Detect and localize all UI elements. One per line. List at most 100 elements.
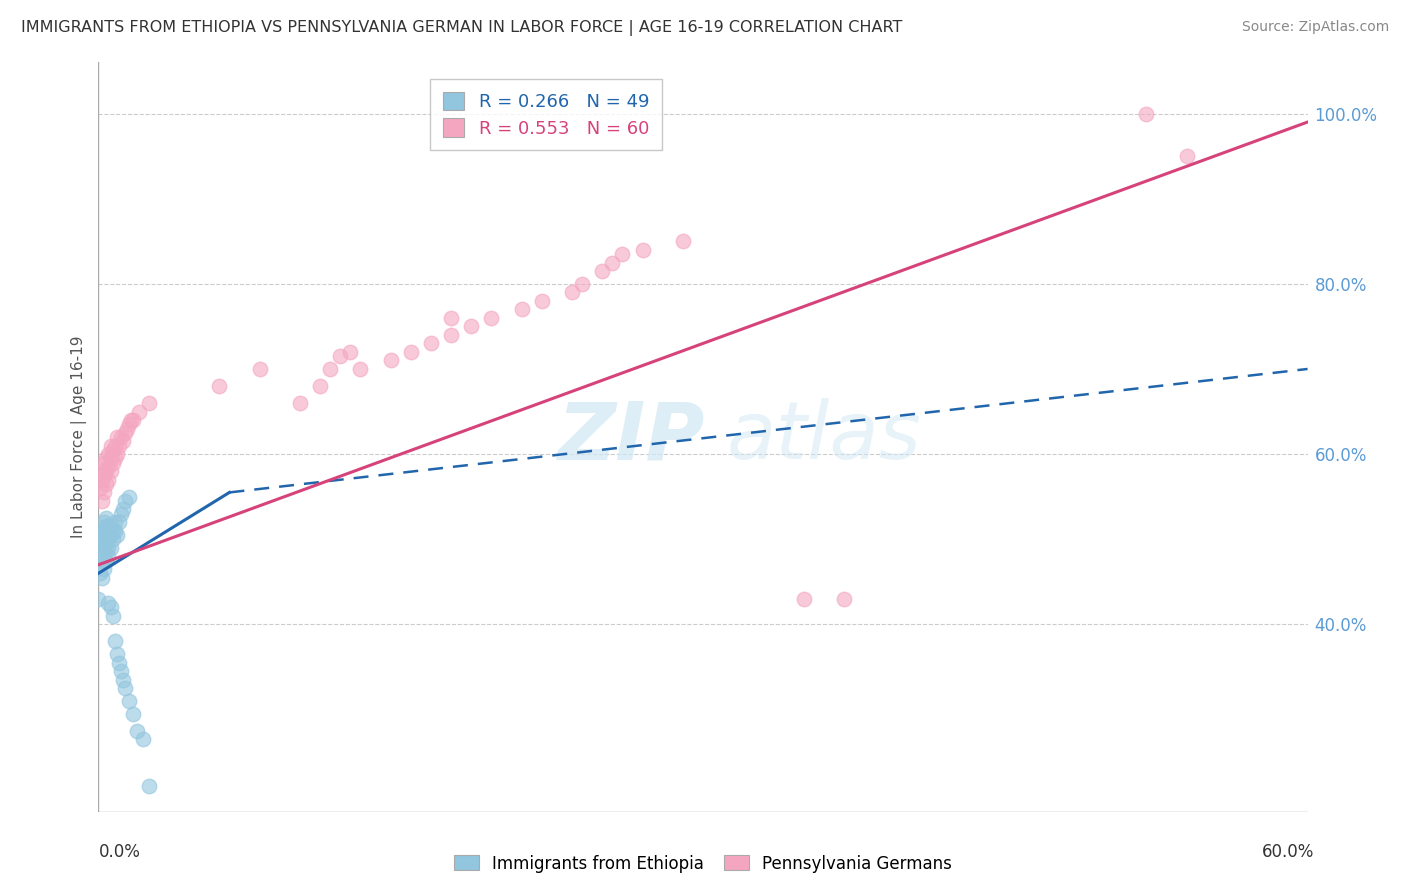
Point [100,528,122,542]
Text: 60.0%: 60.0% [1263,843,1315,861]
Point [100,600,122,615]
Point [249,362,271,376]
Point [100,451,122,466]
Point [561,285,583,300]
Y-axis label: In Labor Force | Age 16-19: In Labor Force | Age 16-19 [72,335,87,539]
Point [107,515,129,529]
Point [91,473,114,487]
Point [101,456,124,470]
Point [110,507,132,521]
Point [510,302,533,317]
Point [93,524,115,538]
Point [101,533,124,547]
Point [91,494,114,508]
Point [93,536,115,550]
Point [114,425,136,440]
Point [602,255,624,269]
Point [460,319,482,334]
Point [93,468,115,483]
Point [591,264,613,278]
Point [121,706,143,721]
Point [832,591,855,606]
Point [120,413,142,427]
Point [103,451,125,466]
Point [96,451,118,466]
Point [103,439,125,453]
Point [110,664,132,679]
Point [110,430,132,444]
Point [440,310,463,325]
Point [118,417,141,432]
Point [96,476,118,491]
Point [93,456,115,470]
Point [96,528,118,542]
Point [118,694,141,708]
Point [111,673,134,687]
Point [319,362,342,376]
Point [1175,149,1198,163]
Point [96,511,118,525]
Point [105,528,128,542]
Point [96,519,118,533]
Legend: R = 0.266   N = 49, R = 0.553   N = 60: R = 0.266 N = 49, R = 0.553 N = 60 [430,79,662,150]
Point [107,656,129,670]
Text: ZIP: ZIP [557,398,704,476]
Point [93,485,115,500]
Point [399,345,422,359]
Point [96,541,118,555]
Point [103,515,125,529]
Point [571,277,593,291]
Point [100,439,122,453]
Point [793,591,815,606]
Point [128,404,150,418]
Point [89,566,111,581]
Point [97,528,120,542]
Text: Source: ZipAtlas.com: Source: ZipAtlas.com [1241,20,1389,34]
Point [89,533,111,547]
Point [309,379,332,393]
Point [420,336,443,351]
Point [91,553,114,567]
Point [101,524,124,538]
Point [97,473,120,487]
Point [96,553,118,567]
Point [612,247,634,261]
Point [132,732,155,747]
Point [481,310,503,325]
Point [101,608,124,623]
Point [121,413,143,427]
Point [329,349,352,363]
Point [100,519,122,533]
Point [97,596,120,610]
Point [440,327,463,342]
Point [97,447,120,461]
Point [96,464,118,478]
Point [114,494,136,508]
Point [138,396,160,410]
Legend: Immigrants from Ethiopia, Pennsylvania Germans: Immigrants from Ethiopia, Pennsylvania G… [447,848,959,880]
Point [125,723,148,738]
Point [105,647,128,661]
Point [530,293,553,308]
Point [672,234,695,248]
Point [97,519,120,533]
Point [91,571,114,585]
Point [115,421,138,435]
Point [103,634,125,648]
Point [138,779,160,793]
Point [89,464,111,478]
Point [349,362,371,376]
Point [111,502,134,516]
Point [91,541,114,555]
Point [89,524,111,538]
Point [89,481,111,495]
Point [101,442,124,457]
Point [100,464,122,478]
Point [208,379,231,393]
Point [93,549,115,564]
Point [100,541,122,555]
Point [97,459,120,474]
Point [93,515,115,529]
Point [339,345,361,359]
Point [631,243,654,257]
